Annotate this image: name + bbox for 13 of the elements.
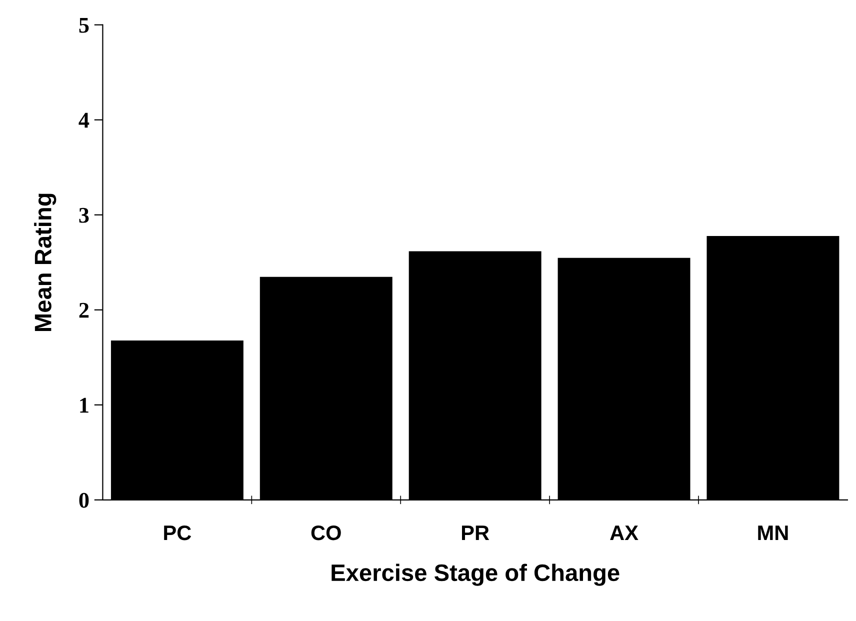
y-tick-label: 1	[80, 398, 88, 413]
y-tick-label: 4	[78, 112, 90, 128]
y-tick-label: 3	[79, 208, 89, 223]
x-tick-label: PR	[462, 526, 490, 540]
x-tick-label: CO	[311, 525, 341, 540]
x-tick-label: PC	[164, 525, 192, 540]
x-tick-label: MN	[758, 526, 788, 540]
y-axis-title: Mean Rating	[34, 194, 56, 331]
y-tick-label: 0	[79, 492, 89, 508]
x-tick-label: AX	[610, 526, 638, 540]
y-tick-label: 5	[79, 18, 89, 33]
x-axis-title: Exercise Stage of Change	[332, 564, 620, 586]
y-tick-label: 2	[79, 302, 89, 318]
